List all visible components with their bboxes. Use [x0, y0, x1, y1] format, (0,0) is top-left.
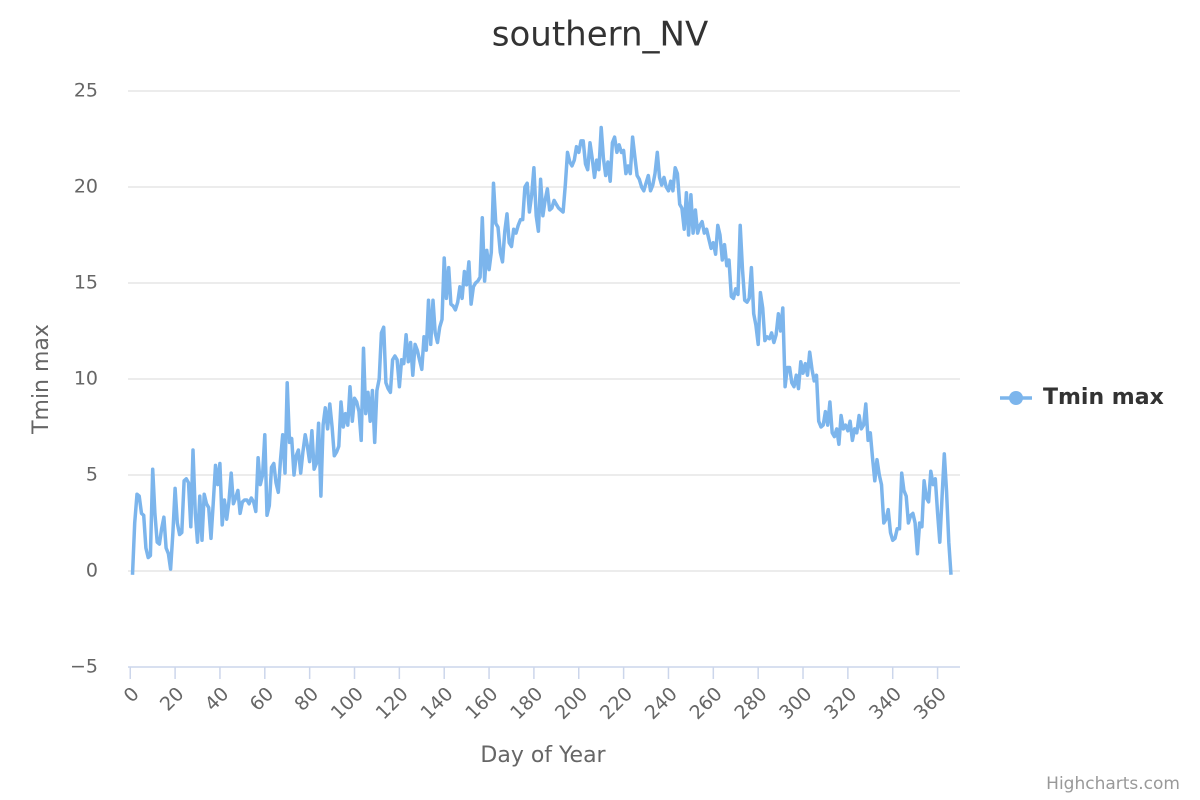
y-tick-label: 20	[74, 176, 98, 198]
legend-label[interactable]: Tmin max	[1043, 385, 1164, 410]
credits[interactable]: Highcharts.com	[1046, 774, 1180, 794]
legend-symbol-marker[interactable]	[1009, 391, 1023, 405]
y-tick-label: 15	[74, 272, 98, 294]
y-tick-label: 10	[74, 368, 98, 390]
y-tick-label: −5	[70, 656, 98, 678]
y-tick-label: 5	[86, 464, 98, 486]
x-axis-title: Day of Year	[480, 743, 606, 768]
y-tick-label: 0	[86, 560, 98, 582]
chart-title: southern_NV	[492, 15, 708, 55]
y-tick-label: 25	[74, 80, 98, 102]
y-axis-title: Tmin max	[29, 324, 54, 435]
series-line	[130, 125, 953, 575]
